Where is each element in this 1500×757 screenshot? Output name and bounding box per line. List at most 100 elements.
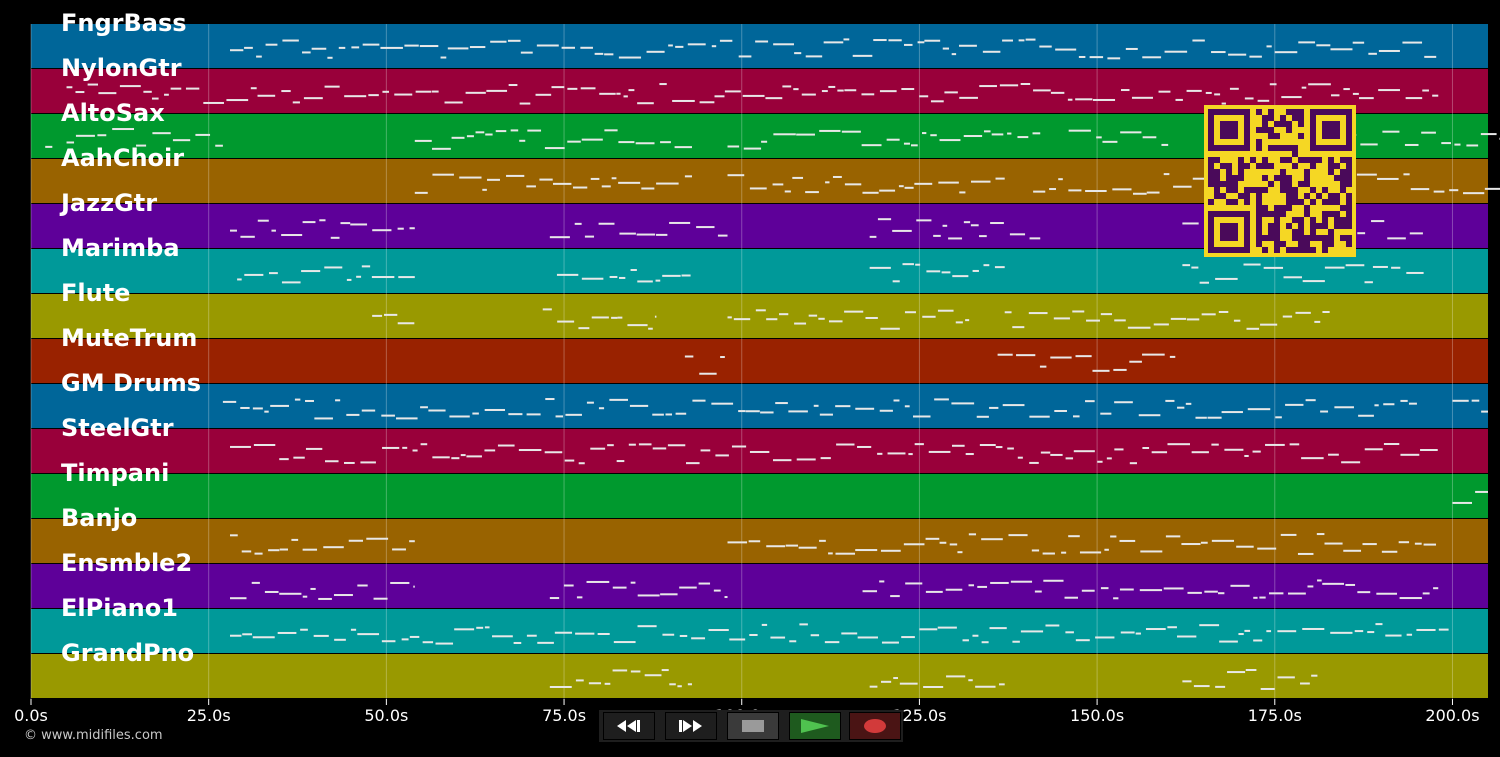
- note-mark: [942, 224, 948, 227]
- note-mark: [1075, 98, 1093, 101]
- note-mark: [1362, 543, 1377, 546]
- note-mark: [1138, 414, 1161, 417]
- note-mark: [713, 589, 721, 592]
- track-label: GM Drums: [61, 369, 202, 397]
- note-mark: [372, 229, 392, 232]
- note-mark: [580, 46, 593, 49]
- note-mark: [607, 444, 614, 447]
- note-mark: [789, 640, 797, 643]
- note-mark: [990, 222, 1004, 225]
- note-mark: [360, 461, 376, 464]
- note-mark: [616, 460, 625, 463]
- note-mark: [917, 41, 925, 44]
- note-mark: [691, 637, 706, 640]
- note-mark: [112, 128, 135, 131]
- note-mark: [281, 90, 291, 93]
- note-mark: [230, 445, 251, 448]
- note-mark: [428, 409, 446, 412]
- note-mark: [519, 139, 526, 142]
- note-mark: [1207, 416, 1222, 419]
- note-mark: [1376, 592, 1398, 595]
- note-mark: [136, 144, 147, 147]
- note-mark: [397, 322, 415, 325]
- note-mark: [460, 454, 466, 457]
- note-mark: [1331, 94, 1340, 97]
- note-mark: [844, 310, 864, 313]
- note-mark: [305, 399, 314, 402]
- note-mark: [170, 87, 182, 90]
- fast-forward-button[interactable]: [665, 712, 717, 740]
- record-button[interactable]: [849, 712, 901, 740]
- note-mark: [1012, 640, 1020, 643]
- stop-button[interactable]: [727, 712, 779, 740]
- note-mark: [1214, 93, 1221, 96]
- note-mark: [449, 415, 470, 418]
- note-mark: [731, 445, 747, 448]
- note-mark: [972, 269, 979, 272]
- note-mark: [338, 46, 346, 49]
- note-mark: [572, 186, 588, 189]
- note-mark: [1433, 190, 1445, 193]
- note-mark: [794, 52, 802, 55]
- note-mark: [805, 191, 819, 194]
- note-mark: [265, 43, 278, 46]
- note-mark: [630, 269, 637, 272]
- note-mark: [402, 446, 408, 449]
- note-mark: [357, 633, 380, 636]
- note-mark: [1281, 96, 1302, 99]
- note-mark: [475, 131, 485, 134]
- note-mark: [597, 632, 610, 635]
- note-mark: [333, 594, 353, 597]
- note-mark: [1215, 685, 1226, 688]
- track-label: FngrBass: [61, 9, 187, 37]
- note-mark: [1424, 55, 1437, 58]
- note-mark: [1112, 188, 1132, 191]
- note-mark: [855, 549, 878, 552]
- note-mark: [999, 84, 1019, 87]
- track-label: JazzGtr: [61, 189, 158, 217]
- rewind-button[interactable]: [603, 712, 655, 740]
- note-mark: [679, 586, 697, 589]
- note-mark: [561, 46, 576, 49]
- note-mark: [1452, 501, 1472, 504]
- note-mark: [1164, 50, 1188, 53]
- note-mark: [612, 586, 627, 589]
- note-mark: [861, 144, 882, 147]
- note-mark: [841, 632, 858, 635]
- note-mark: [1127, 326, 1151, 329]
- track-label: Banjo: [61, 504, 138, 532]
- note-mark: [1383, 403, 1395, 406]
- note-mark: [1420, 449, 1438, 452]
- note-mark: [549, 236, 570, 239]
- note-mark: [637, 102, 654, 105]
- note-mark: [792, 176, 804, 179]
- note-mark: [305, 447, 323, 450]
- note-mark: [617, 316, 623, 319]
- note-mark: [892, 229, 912, 232]
- note-mark: [1153, 323, 1169, 326]
- note-mark: [1416, 628, 1436, 631]
- note-mark: [638, 443, 652, 446]
- play-button[interactable]: [789, 712, 841, 740]
- note-mark: [465, 91, 486, 94]
- note-mark: [669, 683, 676, 686]
- note-mark: [1218, 310, 1229, 313]
- note-mark: [916, 219, 932, 222]
- note-mark: [773, 459, 792, 462]
- note-mark: [75, 134, 95, 137]
- note-mark: [1358, 414, 1374, 417]
- track-lane: [31, 24, 1488, 68]
- track-label: Ensmble2: [61, 549, 193, 577]
- note-mark: [557, 320, 575, 323]
- note-mark: [835, 552, 856, 555]
- note-mark: [1364, 281, 1373, 284]
- note-mark: [908, 453, 913, 456]
- note-mark: [1314, 320, 1321, 323]
- note-mark: [972, 634, 979, 637]
- note-mark: [381, 414, 395, 417]
- note-mark: [692, 399, 706, 402]
- note-mark: [1277, 676, 1295, 679]
- note-mark: [1307, 585, 1314, 588]
- note-mark: [1371, 220, 1385, 223]
- note-mark: [279, 458, 289, 461]
